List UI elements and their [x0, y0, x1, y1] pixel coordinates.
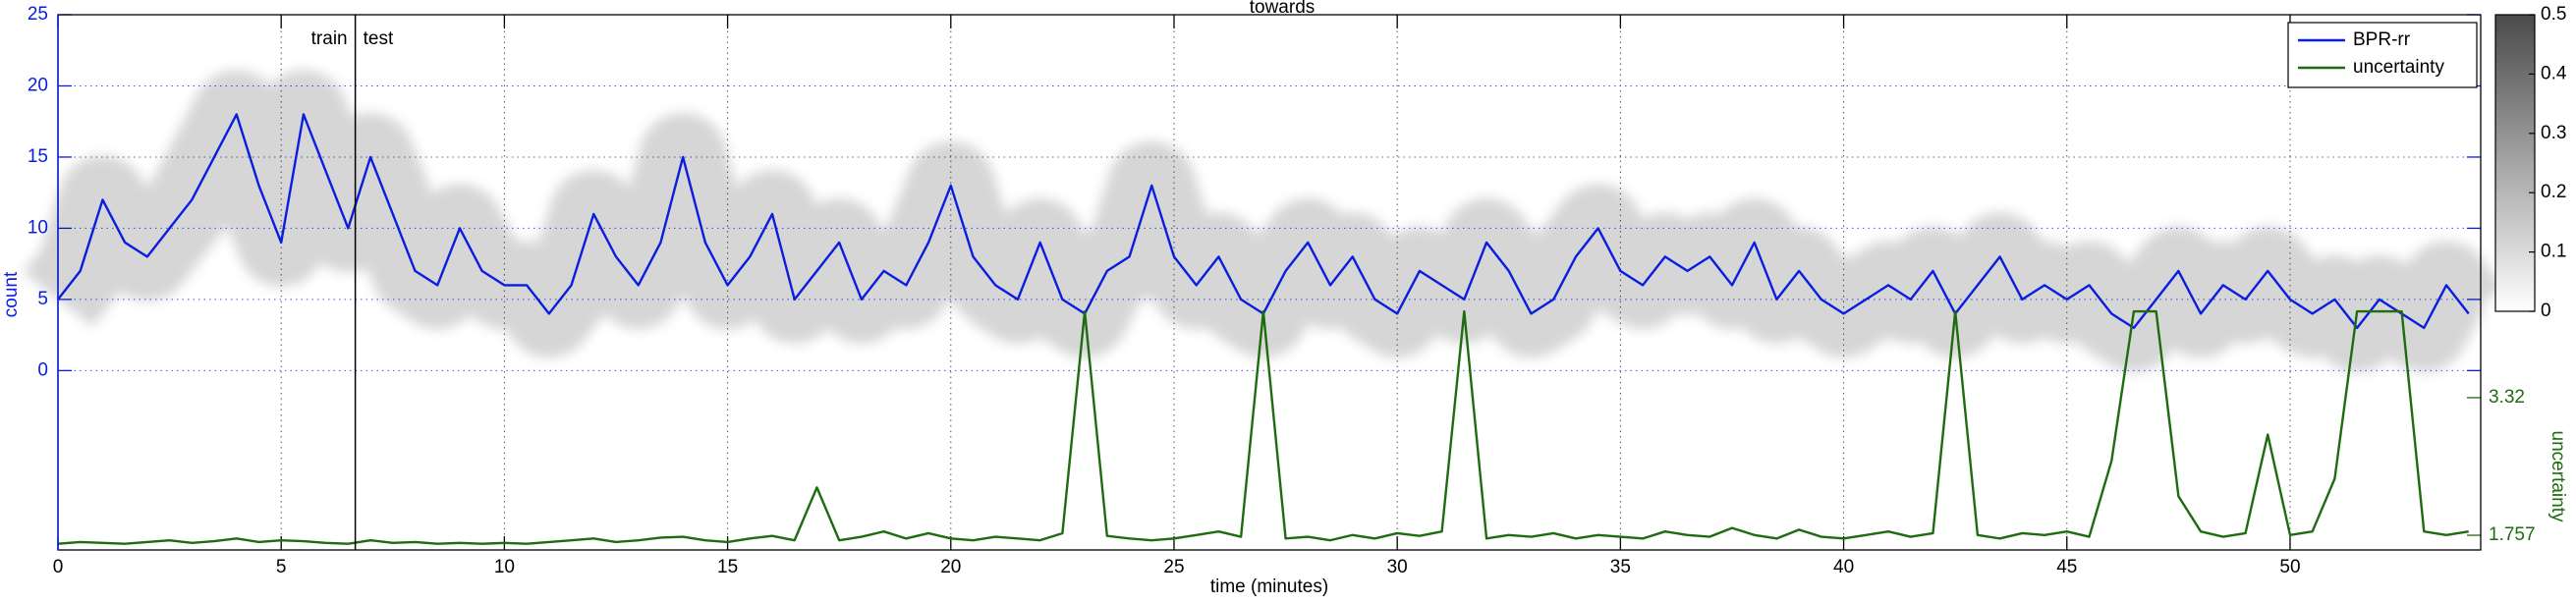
y2-axis-label: uncertainty — [2548, 431, 2568, 522]
colorbar — [2494, 14, 2536, 312]
x-tick-label: 35 — [1610, 557, 1631, 577]
y-tick-label: 10 — [28, 217, 48, 238]
legend-label: uncertainty — [2353, 57, 2444, 78]
series-line — [57, 309, 2469, 545]
x-tick-label: 45 — [2056, 557, 2077, 577]
x-axis-label: time (minutes) — [1210, 576, 1328, 597]
colorbar-tick-label: 0.2 — [2541, 182, 2566, 202]
y-tick-label: 0 — [37, 359, 48, 380]
x-tick-label: 50 — [2279, 557, 2300, 577]
y2-tick-label: 1.757 — [2489, 524, 2536, 545]
x-tick-label: 40 — [1833, 557, 1854, 577]
annotation: train — [311, 28, 348, 49]
legend-box — [2287, 22, 2478, 88]
y-tick-label: 25 — [28, 4, 48, 25]
colorbar-tick-label: 0 — [2541, 301, 2551, 321]
x-tick-label: 10 — [494, 557, 515, 577]
x-tick-label: 25 — [1163, 557, 1184, 577]
x-tick-label: 15 — [717, 557, 738, 577]
colorbar-tick-label: 0.1 — [2541, 242, 2566, 262]
legend-label: BPR-rr — [2353, 29, 2411, 50]
y2-tick-label: 3.32 — [2489, 387, 2525, 408]
x-tick-label: 20 — [940, 557, 961, 577]
colorbar-tick-label: 0.3 — [2541, 123, 2566, 143]
y-tick-label: 15 — [28, 146, 48, 167]
x-tick-label: 0 — [53, 557, 64, 577]
y-tick-label: 5 — [37, 289, 48, 309]
chart-title: towards — [1250, 0, 1316, 18]
x-tick-label: 5 — [276, 557, 287, 577]
colorbar-tick-label: 0.5 — [2541, 4, 2566, 25]
y-tick-label: 20 — [28, 75, 48, 95]
x-tick-label: 30 — [1387, 557, 1408, 577]
annotation: test — [364, 28, 394, 49]
y-axis-label: count — [1, 271, 22, 317]
colorbar-tick-label: 0.4 — [2541, 63, 2567, 83]
